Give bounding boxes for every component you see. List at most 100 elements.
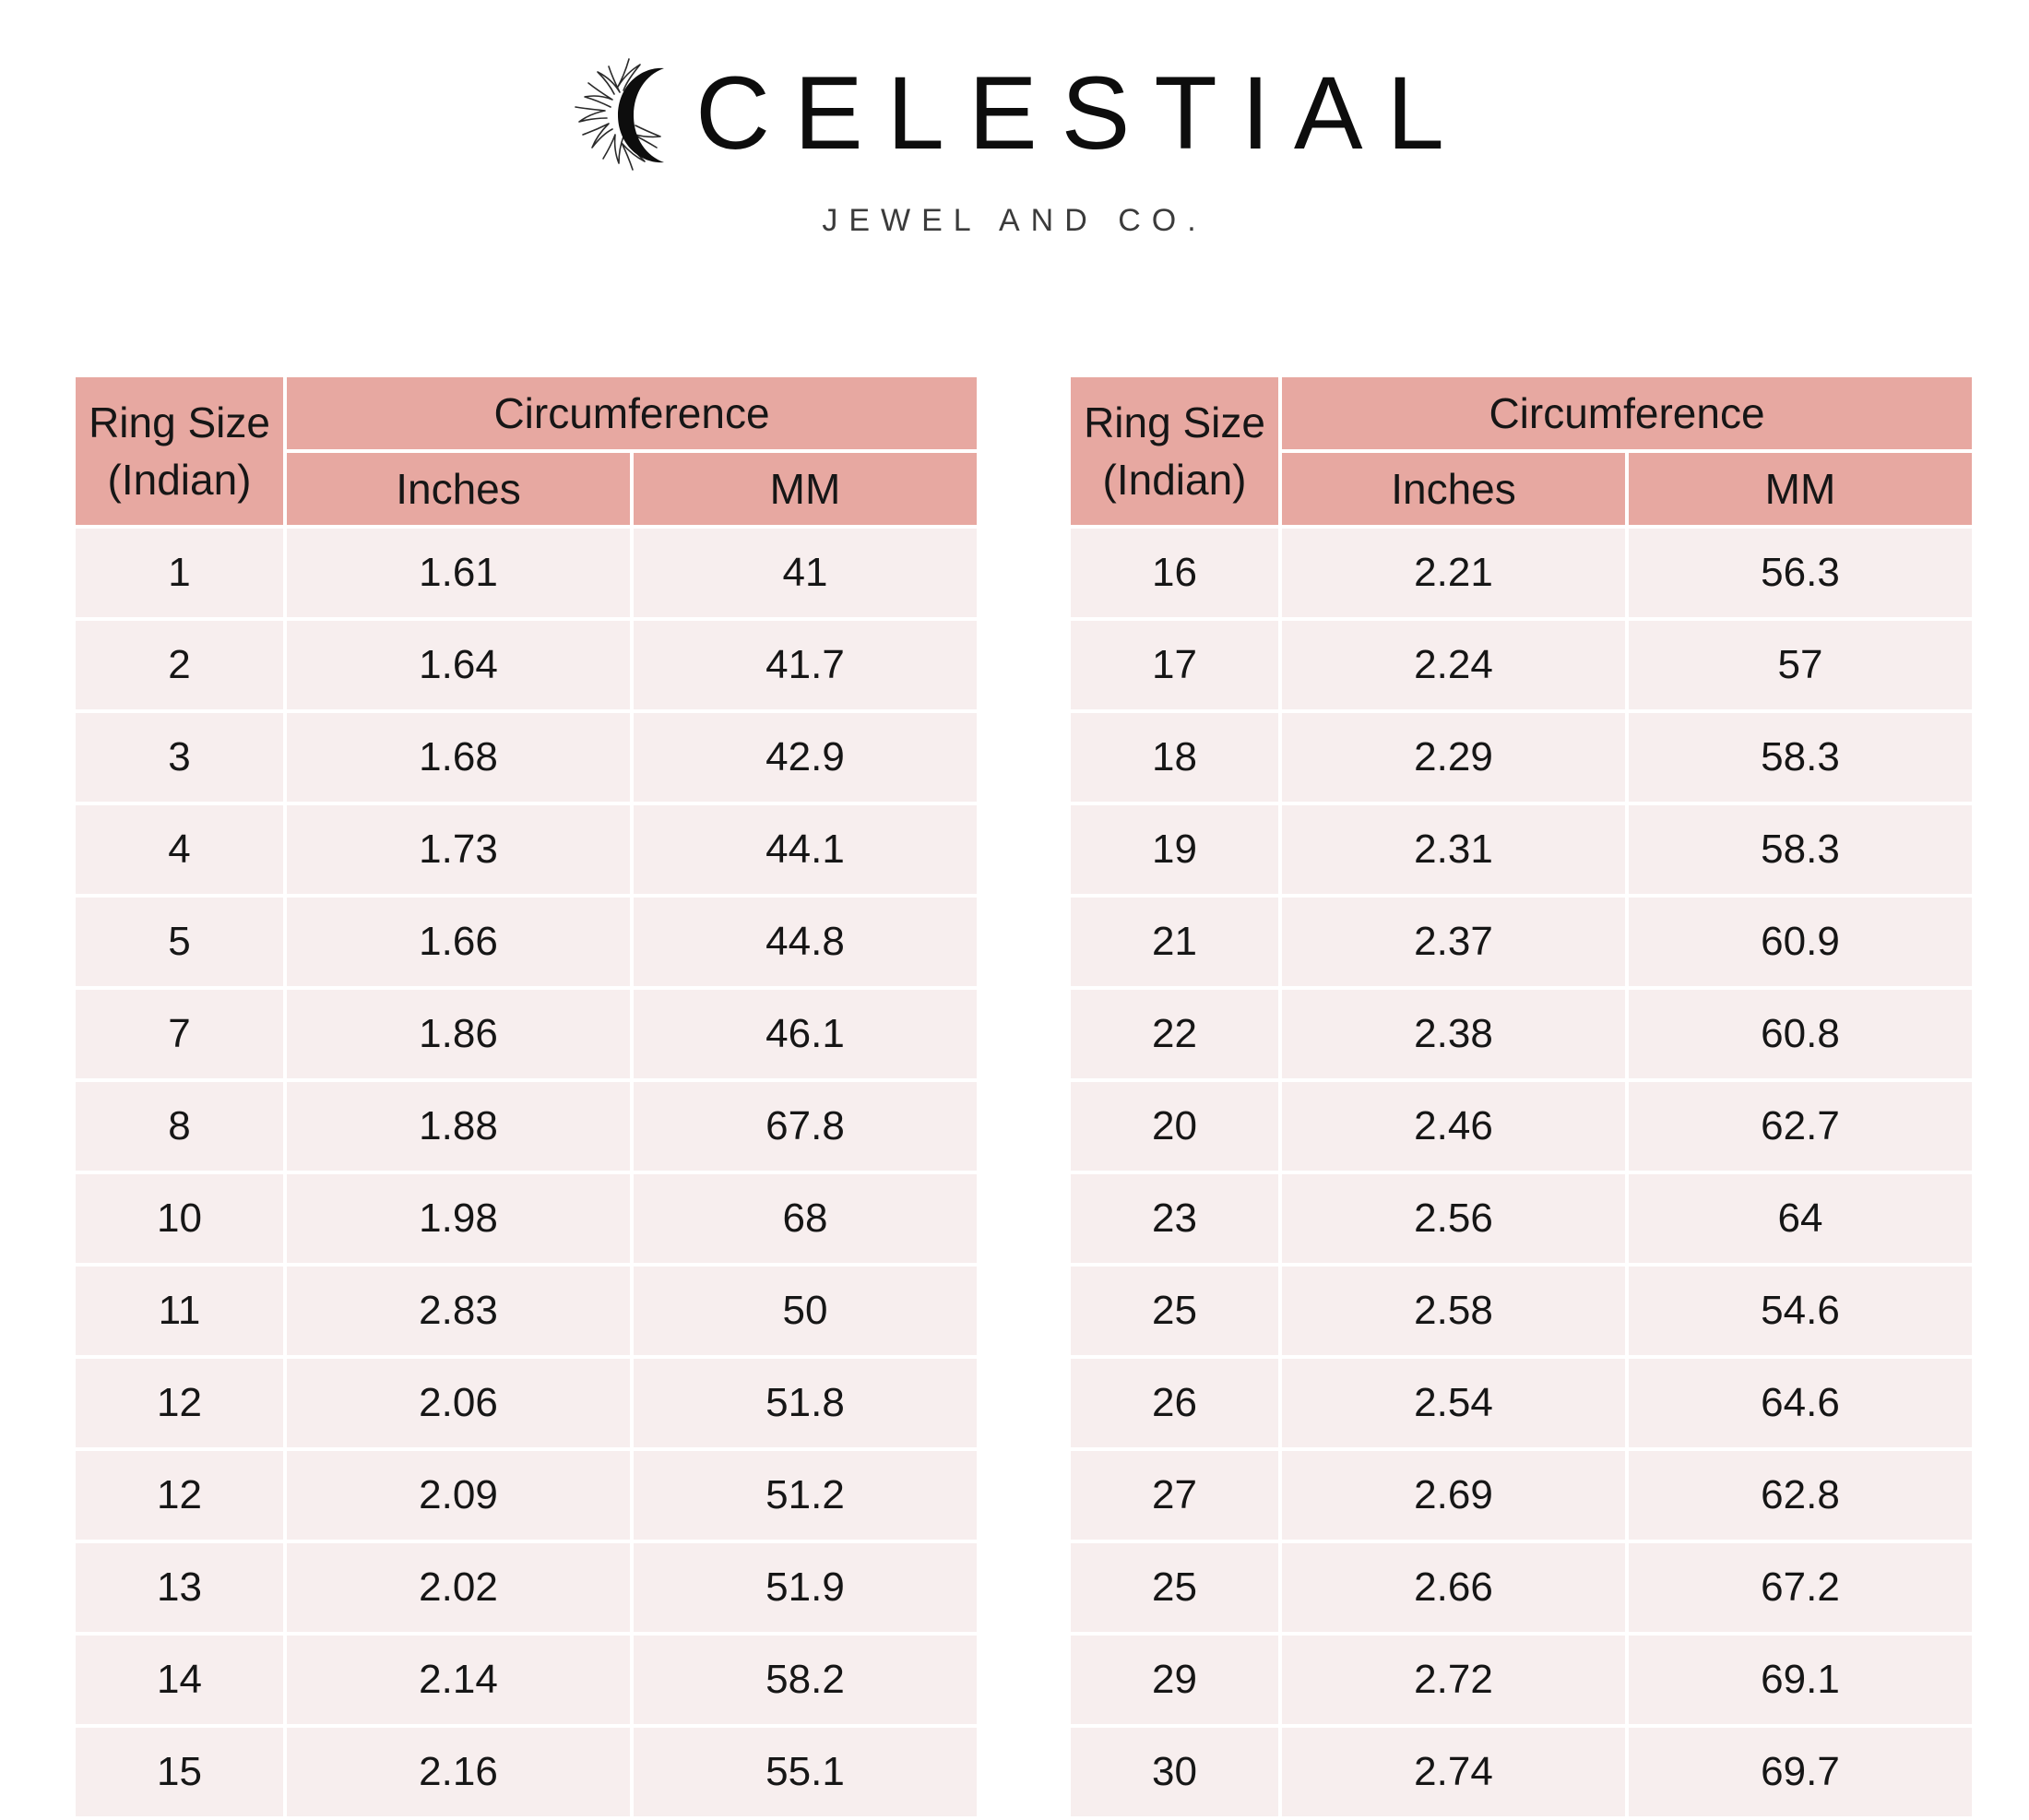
cell-mm: 42.9 — [634, 713, 977, 802]
cell-inches: 2.21 — [1282, 529, 1625, 617]
ring-size-tables: Ring Size (Indian) Circumference Inches … — [72, 374, 1976, 1820]
table-row: 21 2.37 60.9 — [1071, 898, 1972, 986]
cell-inches: 2.54 — [1282, 1359, 1625, 1447]
cell-ring-size: 25 — [1071, 1267, 1278, 1355]
table-row: 23 2.56 64 — [1071, 1174, 1972, 1263]
header-row-primary: Ring Size (Indian) Circumference — [1071, 377, 1972, 525]
cell-inches: 2.83 — [287, 1267, 630, 1355]
table-row: 19 2.31 58.3 — [1071, 805, 1972, 894]
cell-mm: 54.6 — [1629, 1267, 1972, 1355]
table-row: 12 2.06 51.8 — [76, 1359, 977, 1447]
table-row: 18 2.29 58.3 — [1071, 713, 1972, 802]
header-circumference: Circumference — [1282, 377, 1972, 449]
cell-mm: 60.9 — [1629, 898, 1972, 986]
cell-ring-size: 21 — [1071, 898, 1278, 986]
table-row: 16 2.21 56.3 — [1071, 529, 1972, 617]
header-ring-size-line2: (Indian) — [1102, 456, 1247, 504]
table-row: 30 2.74 69.7 — [1071, 1728, 1972, 1816]
cell-mm: 51.8 — [634, 1359, 977, 1447]
table-body-left: 1 1.61 41 2 1.64 41.7 3 1.68 42.9 4 1.73 44.1 5 1.66 4… — [76, 529, 977, 1816]
brand-wordmark: CELESTIAL — [0, 44, 2029, 183]
table-row: 14 2.14 58.2 — [76, 1636, 977, 1724]
table-row: 25 2.66 67.2 — [1071, 1543, 1972, 1632]
cell-inches: 1.98 — [287, 1174, 630, 1263]
table-row: 15 2.16 55.1 — [76, 1728, 977, 1816]
header-inches: Inches — [1282, 453, 1625, 525]
cell-ring-size: 8 — [76, 1082, 283, 1171]
cell-ring-size: 30 — [1071, 1728, 1278, 1816]
header-ring-size-line2: (Indian) — [107, 456, 252, 504]
cell-inches: 2.02 — [287, 1543, 630, 1632]
table-row: 2 1.64 41.7 — [76, 621, 977, 709]
cell-mm: 64.6 — [1629, 1359, 1972, 1447]
header-row-primary: Ring Size (Indian) Circumference — [76, 377, 977, 525]
table-row: 11 2.83 50 — [76, 1267, 977, 1355]
table-row: 22 2.38 60.8 — [1071, 990, 1972, 1078]
table-row: 1 1.61 41 — [76, 529, 977, 617]
cell-mm: 46.1 — [634, 990, 977, 1078]
cell-ring-size: 11 — [76, 1267, 283, 1355]
cell-mm: 62.8 — [1629, 1451, 1972, 1540]
cell-ring-size: 15 — [76, 1728, 283, 1816]
cell-inches: 2.72 — [1282, 1636, 1625, 1724]
cell-mm: 44.1 — [634, 805, 977, 894]
cell-inches: 1.73 — [287, 805, 630, 894]
cell-ring-size: 3 — [76, 713, 283, 802]
cell-ring-size: 10 — [76, 1174, 283, 1263]
cell-mm: 68 — [634, 1174, 977, 1263]
header-ring-size: Ring Size (Indian) — [1071, 377, 1278, 525]
cell-ring-size: 22 — [1071, 990, 1278, 1078]
cell-ring-size: 17 — [1071, 621, 1278, 709]
cell-ring-size: 25 — [1071, 1543, 1278, 1632]
table-row: 29 2.72 69.1 — [1071, 1636, 1972, 1724]
cell-inches: 1.86 — [287, 990, 630, 1078]
cell-inches: 2.09 — [287, 1451, 630, 1540]
cell-mm: 67.8 — [634, 1082, 977, 1171]
cell-inches: 2.69 — [1282, 1451, 1625, 1540]
ring-size-table-right: Ring Size (Indian) Circumference Inches … — [1067, 374, 1976, 1820]
table-row: 27 2.69 62.8 — [1071, 1451, 1972, 1540]
cell-inches: 2.24 — [1282, 621, 1625, 709]
cell-mm: 62.7 — [1629, 1082, 1972, 1171]
cell-inches: 1.68 — [287, 713, 630, 802]
header-mm: MM — [1629, 453, 1972, 525]
cell-inches: 1.66 — [287, 898, 630, 986]
cell-ring-size: 7 — [76, 990, 283, 1078]
table-row: 7 1.86 46.1 — [76, 990, 977, 1078]
cell-mm: 41.7 — [634, 621, 977, 709]
table-row: 13 2.02 51.9 — [76, 1543, 977, 1632]
header-circumference: Circumference — [287, 377, 977, 449]
cell-ring-size: 12 — [76, 1359, 283, 1447]
cell-ring-size: 26 — [1071, 1359, 1278, 1447]
crescent-moon-sun-icon — [561, 46, 682, 184]
cell-inches: 1.64 — [287, 621, 630, 709]
cell-ring-size: 23 — [1071, 1174, 1278, 1263]
cell-ring-size: 16 — [1071, 529, 1278, 617]
cell-ring-size: 1 — [76, 529, 283, 617]
cell-ring-size: 13 — [76, 1543, 283, 1632]
cell-inches: 2.66 — [1282, 1543, 1625, 1632]
cell-ring-size: 18 — [1071, 713, 1278, 802]
cell-mm: 58.3 — [1629, 805, 1972, 894]
cell-ring-size: 2 — [76, 621, 283, 709]
table-body-right: 16 2.21 56.3 17 2.24 57 18 2.29 58.3 19 2.31 58.3 21… — [1071, 529, 1972, 1816]
cell-inches: 2.16 — [287, 1728, 630, 1816]
header-ring-size-line1: Ring Size — [1084, 398, 1265, 446]
cell-ring-size: 29 — [1071, 1636, 1278, 1724]
cell-mm: 69.7 — [1629, 1728, 1972, 1816]
cell-inches: 2.58 — [1282, 1267, 1625, 1355]
header-ring-size: Ring Size (Indian) — [76, 377, 283, 525]
table-row: 3 1.68 42.9 — [76, 713, 977, 802]
cell-inches: 1.88 — [287, 1082, 630, 1171]
cell-ring-size: 4 — [76, 805, 283, 894]
cell-mm: 60.8 — [1629, 990, 1972, 1078]
cell-ring-size: 27 — [1071, 1451, 1278, 1540]
cell-ring-size: 14 — [76, 1636, 283, 1724]
cell-mm: 58.3 — [1629, 713, 1972, 802]
cell-mm: 41 — [634, 529, 977, 617]
table-row: 17 2.24 57 — [1071, 621, 1972, 709]
brand-name: CELESTIAL — [695, 55, 1468, 171]
table-row: 25 2.58 54.6 — [1071, 1267, 1972, 1355]
table-row: 12 2.09 51.2 — [76, 1451, 977, 1540]
cell-inches: 2.38 — [1282, 990, 1625, 1078]
